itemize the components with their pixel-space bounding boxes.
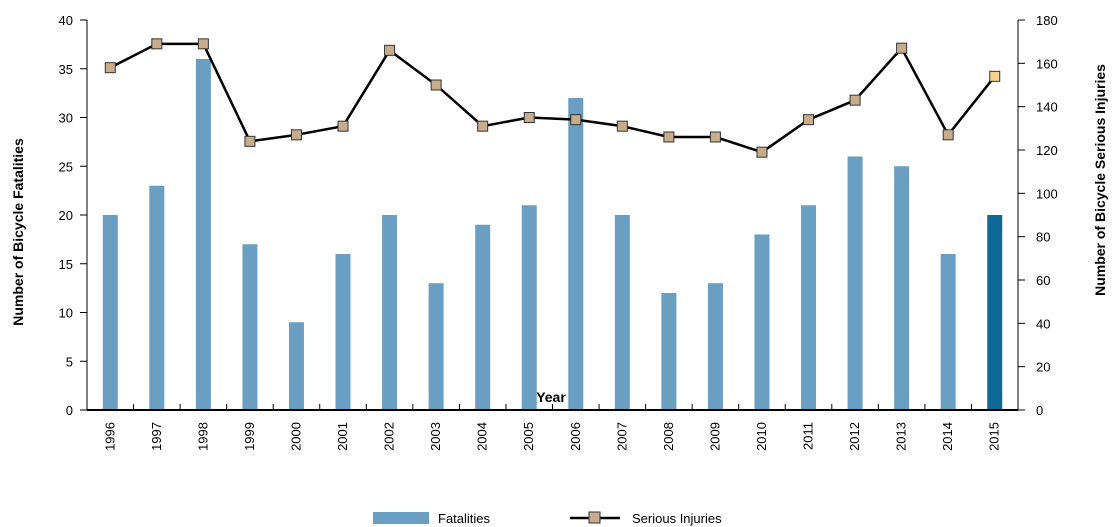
x-tick-label-1999: 1999 [242, 422, 257, 451]
marker-serious-injuries-2008 [663, 131, 675, 143]
bar-fatalities-2006 [568, 98, 584, 410]
bar-fatalities-2002 [382, 215, 398, 410]
legend-marker-serious-injuries [588, 511, 601, 524]
x-tick-label-2013: 2013 [894, 422, 909, 451]
x-axis-title: Year [536, 389, 566, 405]
tick-labels: 0 5 10 15 20 25 30 35 40 0 20 40 60 80 100 120 140 160 180… [59, 13, 1058, 451]
left-tick-label: 5 [66, 354, 73, 369]
x-tick-label-2015: 2015 [987, 422, 1002, 451]
x-tick-label-2003: 2003 [428, 422, 443, 451]
line-serious-injuries [109, 42, 996, 154]
axes [80, 19, 1025, 411]
x-tick-label-2006: 2006 [568, 422, 583, 451]
left-axis-title: Number of Bicycle Fatalities [10, 138, 26, 326]
bar-fatalities-1996 [102, 215, 118, 410]
bar-fatalities-2009 [707, 283, 723, 410]
x-tick-label-2012: 2012 [847, 422, 862, 451]
x-tick-label-2004: 2004 [475, 422, 490, 451]
left-tick-label: 30 [59, 111, 73, 126]
x-tick-label-2005: 2005 [521, 422, 536, 451]
legend: Fatalities Serious Injuries [373, 511, 722, 526]
marker-serious-injuries-2003 [430, 79, 442, 91]
serious-injuries-line [104, 38, 1001, 158]
marker-serious-injuries-1998 [197, 38, 209, 50]
bar-fatalities-2001 [335, 254, 351, 410]
right-axis-title: Number of Bicycle Serious Injuries [1092, 64, 1108, 296]
marker-serious-injuries-2004 [477, 120, 489, 132]
marker-serious-injuries-2002 [384, 44, 396, 56]
right-tick-label: 0 [1036, 403, 1043, 418]
left-tick-label: 35 [59, 62, 73, 77]
right-tick-label: 140 [1036, 100, 1058, 115]
bar-fatalities-2000 [288, 322, 304, 410]
bar-fatalities-1997 [149, 185, 165, 410]
bar-fatalities-2014 [940, 254, 956, 410]
x-tick-label-2014: 2014 [940, 422, 955, 451]
marker-serious-injuries-2015 [989, 70, 1001, 82]
bar-fatalities-2007 [614, 215, 630, 410]
right-tick-label: 180 [1036, 13, 1058, 28]
x-tick-label-2008: 2008 [661, 422, 676, 451]
bar-fatalities-2008 [661, 293, 677, 410]
x-tick-label-2002: 2002 [382, 422, 397, 451]
marker-serious-injuries-2013 [896, 42, 908, 54]
legend-label-fatalities: Fatalities [438, 511, 491, 526]
x-tick-label-1997: 1997 [149, 422, 164, 451]
x-tick-label-2010: 2010 [754, 422, 769, 451]
right-tick-label: 60 [1036, 273, 1050, 288]
marker-serious-injuries-2011 [803, 114, 815, 126]
marker-serious-injuries-1997 [151, 38, 163, 50]
marker-serious-injuries-2001 [337, 120, 349, 132]
bar-fatalities-1999 [242, 244, 258, 410]
marker-serious-injuries-2012 [849, 94, 861, 106]
bar-fatalities-2012 [847, 156, 863, 410]
legend-label-serious-injuries: Serious Injuries [632, 511, 722, 526]
left-tick-label: 0 [66, 403, 73, 418]
x-tick-label-2011: 2011 [801, 422, 816, 450]
marker-serious-injuries-2006 [570, 114, 582, 126]
right-tick-label: 100 [1036, 186, 1058, 201]
left-tick-label: 20 [59, 208, 73, 223]
bar-fatalities-2003 [428, 283, 444, 410]
left-tick-label: 25 [59, 159, 73, 174]
right-tick-label: 120 [1036, 143, 1058, 158]
x-tick-label-2007: 2007 [614, 422, 629, 451]
bar-fatalities-1998 [195, 59, 211, 410]
fatalities-bars [102, 59, 1003, 410]
marker-serious-injuries-1999 [244, 135, 256, 147]
right-tick-label: 20 [1036, 360, 1050, 375]
marker-serious-injuries-2005 [523, 112, 535, 123]
bar-fatalities-2013 [894, 166, 910, 410]
marker-serious-injuries-2009 [709, 131, 721, 143]
x-tick-label-1996: 1996 [102, 422, 117, 451]
left-tick-label: 40 [59, 13, 73, 28]
marker-serious-injuries-2014 [942, 129, 954, 141]
marker-serious-injuries-2007 [616, 120, 628, 132]
bar-fatalities-2004 [475, 224, 491, 410]
marker-serious-injuries-2000 [290, 129, 302, 141]
bar-fatalities-2015 [987, 215, 1003, 410]
bar-fatalities-2010 [754, 234, 770, 410]
right-tick-label: 160 [1036, 56, 1058, 71]
marker-serious-injuries-1996 [104, 62, 116, 74]
marker-serious-injuries-2010 [756, 146, 768, 158]
legend-swatch-fatalities [373, 512, 429, 524]
left-tick-label: 15 [59, 257, 73, 272]
bar-fatalities-2005 [521, 205, 537, 410]
bar-fatalities-2011 [801, 205, 817, 410]
left-tick-label: 10 [59, 306, 73, 321]
x-tick-label-1998: 1998 [195, 422, 210, 451]
x-tick-label-2001: 2001 [335, 422, 350, 451]
x-tick-label-2009: 2009 [707, 422, 722, 451]
right-tick-label: 80 [1036, 230, 1050, 245]
x-tick-label-2000: 2000 [288, 422, 303, 451]
right-tick-label: 40 [1036, 316, 1050, 331]
